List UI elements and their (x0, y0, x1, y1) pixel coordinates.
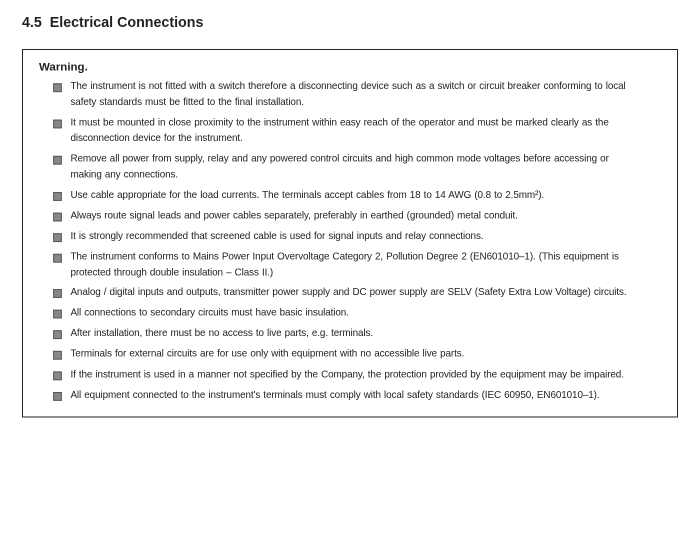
list-item: After installation, there must be no acc… (57, 327, 637, 343)
list-item: The instrument is not fitted with a swit… (57, 79, 637, 110)
list-item: It must be mounted in close proximity to… (57, 116, 637, 147)
list-item: Always route signal leads and power cabl… (57, 208, 637, 224)
warning-title: Warning. (39, 62, 661, 74)
list-item: If the instrument is used in a manner no… (57, 368, 637, 384)
section-number: 4.5 (22, 14, 42, 31)
section-title: Electrical Connections (50, 14, 204, 31)
warning-list: The instrument is not fitted with a swit… (39, 79, 661, 404)
list-item: Terminals for external circuits are for … (57, 347, 637, 363)
list-item: Use cable appropriate for the load curre… (57, 188, 637, 204)
list-item: All connections to secondary circuits mu… (57, 306, 637, 322)
list-item: All equipment connected to the instrumen… (57, 388, 637, 404)
list-item: Analog / digital inputs and outputs, tra… (57, 286, 637, 302)
list-item: The instrument conforms to Mains Power I… (57, 249, 637, 280)
warning-box: Warning. The instrument is not fitted wi… (22, 49, 678, 418)
list-item: Remove all power from supply, relay and … (57, 152, 637, 183)
section-heading: 4.5 Electrical Connections (22, 14, 645, 31)
list-item: It is strongly recommended that screened… (57, 229, 637, 245)
